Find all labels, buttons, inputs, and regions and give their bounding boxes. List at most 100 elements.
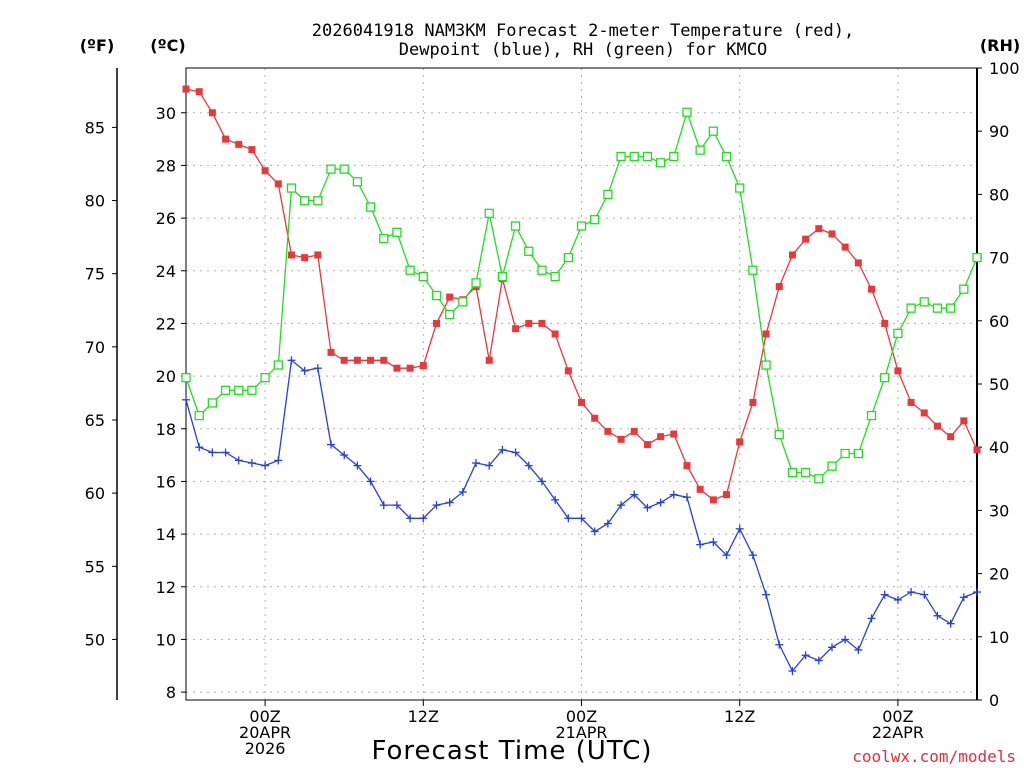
dewpoint-point [722,551,731,560]
dewpoint-point [841,635,850,644]
temperature-point [512,325,520,333]
dewpoint-point [933,611,942,620]
rh-point [827,461,837,471]
rh-point [392,227,402,237]
rh-point [550,271,560,282]
dewpoint-point [392,501,401,510]
rh-point [774,429,784,440]
temperature-point [973,446,981,454]
rh-point [181,373,191,383]
fahrenheit-tick-label: 55 [85,557,105,576]
dewpoint-point [274,456,283,465]
rh-point [800,467,811,478]
rh-point [893,328,903,339]
rh-point [642,151,653,162]
temperature-point [261,167,269,175]
x-tick-label: 12Z [408,707,439,726]
rh-point [339,164,349,174]
dewpoint-point [300,366,309,375]
rh-point [866,410,877,421]
temperature-point [485,356,493,364]
rh-point [510,221,521,231]
rh-point [840,448,850,459]
fahrenheit-tick-label: 70 [85,338,105,357]
credit-text: coolwx.com/models [852,747,1016,766]
rh-point [563,252,573,263]
dewpoint-point [630,490,639,499]
x-tick-label: 00Z [566,707,597,726]
fahrenheit-tick-label: 60 [85,484,105,503]
dewpoint-point [247,459,256,467]
dewpoint-point [208,448,217,457]
temperature-point [815,225,823,233]
rh-point [352,177,363,187]
temperature-point [195,88,203,96]
dewpoint-point [182,395,190,404]
dewpoint-point [458,487,467,496]
rh-point [695,145,705,155]
temperature-point [604,427,612,435]
temperature-point [933,422,941,430]
fahrenheit-tick-label: 50 [85,630,105,649]
dewpoint-point [682,493,691,502]
dewpoint-point [617,501,626,510]
data-series [181,85,982,676]
rh-point [405,265,415,275]
dewpoint-point [893,595,902,604]
rh-point [576,221,587,231]
temperature-point [617,435,625,443]
rh-point [194,410,204,421]
rh-point [299,196,310,206]
temperature-point [525,319,533,327]
temperature-point [749,398,757,406]
rh-tick-label: 60 [989,312,1009,331]
dewpoint-point [775,640,784,649]
rh-point [906,303,916,313]
temperature-point [960,417,968,425]
temperature-point [564,367,572,375]
temperature-point [380,356,388,364]
chart-title-line-1: 2026041918 NAM3KM Forecast 2-meter Tempe… [312,21,854,41]
dewpoint-point [959,593,968,602]
fahrenheit-tick-label: 75 [85,265,105,284]
temperature-point [327,348,335,356]
fahrenheit-tick-label: 85 [85,118,105,137]
dewpoint-point [234,456,243,465]
dewpoint-point [788,667,797,676]
rh-tick-label: 10 [989,628,1009,647]
axes: 50 55 60 65 70 75 80 85 8 10 12 14 16 18 20 22 24 26 28 30 0… [85,59,1020,758]
temperature-point [762,330,770,338]
rh-point [735,183,745,193]
rh-point [721,151,732,162]
temperature-point [723,491,731,499]
rh-point [379,233,389,244]
temperature-point [353,356,361,364]
celsius-tick-label: 16 [156,472,176,491]
celsius-tick-label: 10 [156,630,176,649]
dewpoint-point [406,514,415,523]
fahrenheit-tick-label: 65 [85,411,105,430]
dewpoint-point [313,364,322,373]
x-tick-label: 20APR [239,723,291,742]
temperature-point [696,485,704,493]
celsius-tick-label: 30 [156,104,176,123]
temperature-line [185,88,978,501]
rh-tick-label: 40 [989,438,1009,457]
dewpoint-point [907,588,916,597]
celsius-tick-label: 28 [156,156,176,175]
dewpoint-point [973,588,981,597]
temperature-point [393,364,401,372]
rh-point [972,252,982,263]
temperature-point [643,441,651,449]
x-tick-label: 00Z [249,707,280,726]
celsius-tick-label: 18 [156,420,176,439]
temperature-series [182,85,981,504]
temperature-point [709,496,717,504]
temperature-point [314,251,322,259]
dewpoint-point [656,498,665,507]
temperature-point [538,319,546,327]
rh-point [603,189,613,200]
temperature-point [406,364,414,372]
temperature-point [736,438,744,446]
temperature-point [657,433,665,441]
